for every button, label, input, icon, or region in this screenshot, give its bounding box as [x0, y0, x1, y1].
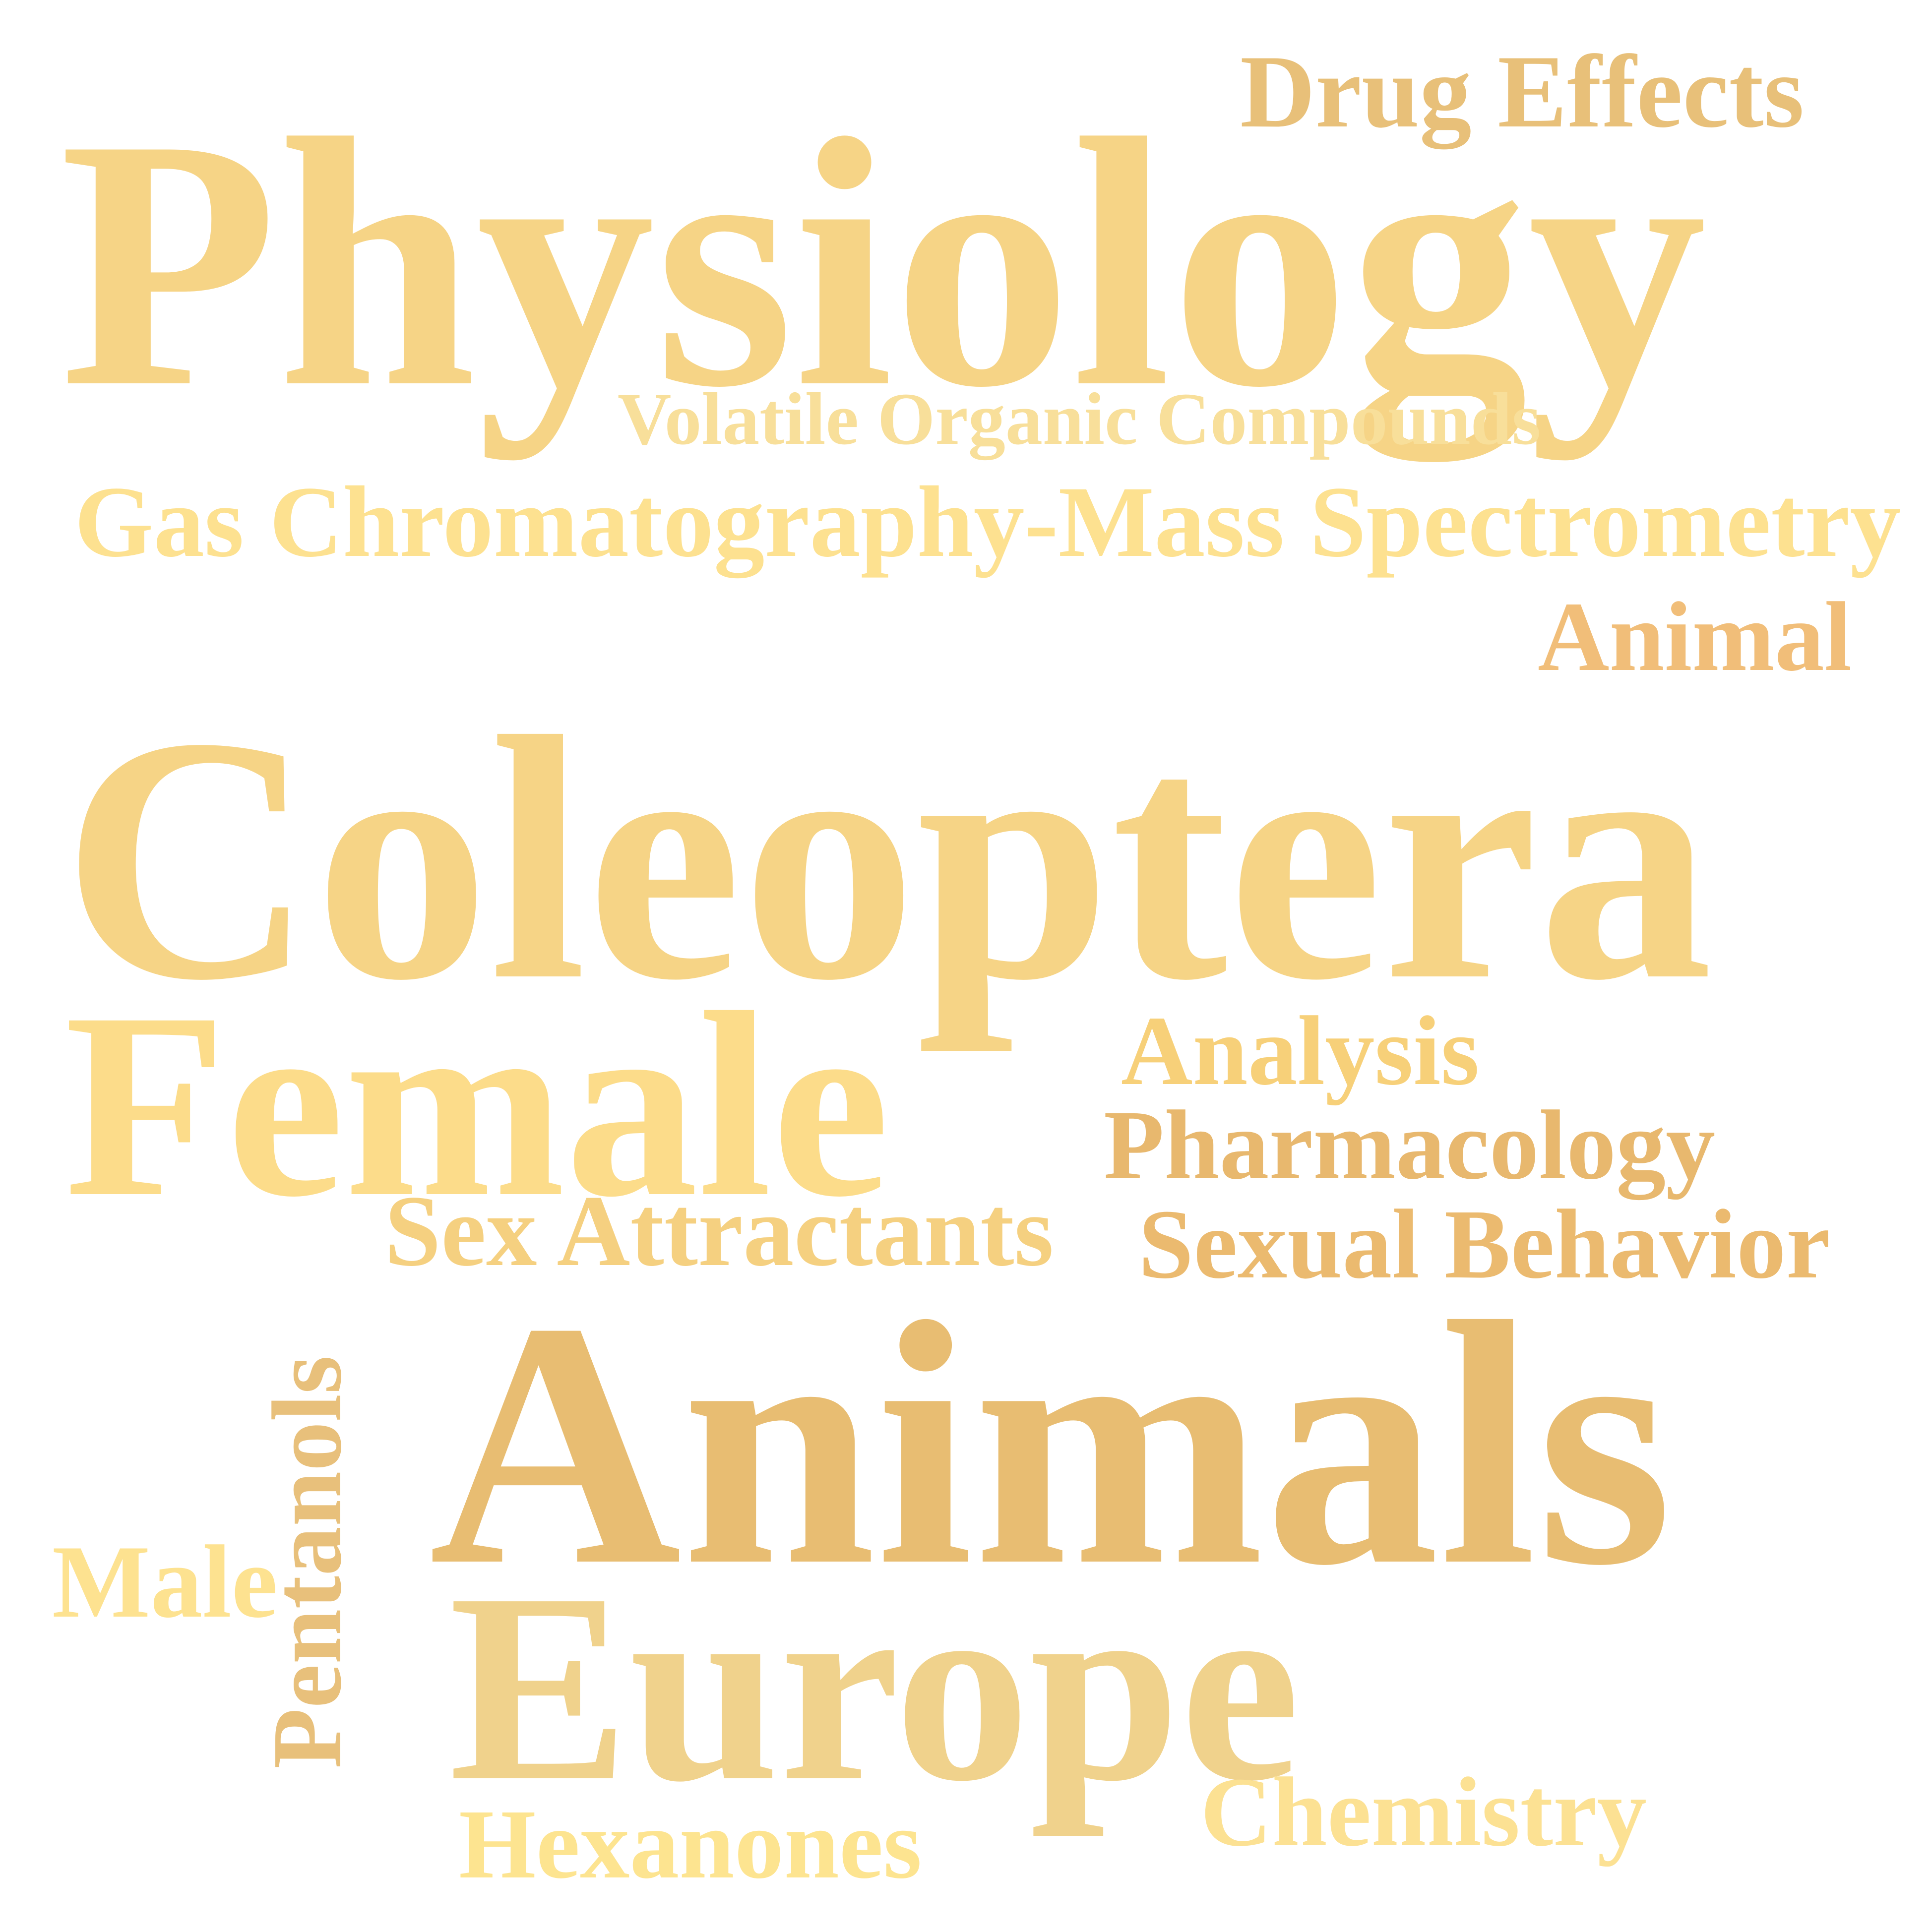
word-pharmacology: Pharmacology	[1104, 1090, 1716, 1200]
word-sexual-behavior: Sexual Behavior	[1138, 1190, 1830, 1299]
word-volatile-organic-compounds: Volatile Organic Compounds	[618, 378, 1541, 460]
word-pentanols: Pentanols	[252, 1355, 362, 1769]
word-animal: Animal	[1538, 582, 1852, 692]
word-female: Female	[64, 958, 890, 1252]
word-coleoptera: Coleoptera	[62, 665, 1713, 1052]
word-analysis: Analysis	[1121, 996, 1480, 1106]
word-sex-attractants: Sex Attractants	[384, 1175, 1054, 1287]
word-hexanones: Hexanones	[459, 1790, 922, 1899]
word-physiology: Physiology	[60, 65, 1707, 461]
word-male: Male	[52, 1524, 278, 1639]
word-drug-effects: Drug Effects	[1240, 34, 1805, 149]
word-europe: Europe	[449, 1537, 1301, 1837]
word-animals: Animals	[429, 1251, 1673, 1637]
word-chemistry: Chemistry	[1200, 1757, 1647, 1867]
word-gas-chromatography-mass-spectrometry: Gas Chromatography-Mass Spectrometry	[74, 466, 1901, 578]
